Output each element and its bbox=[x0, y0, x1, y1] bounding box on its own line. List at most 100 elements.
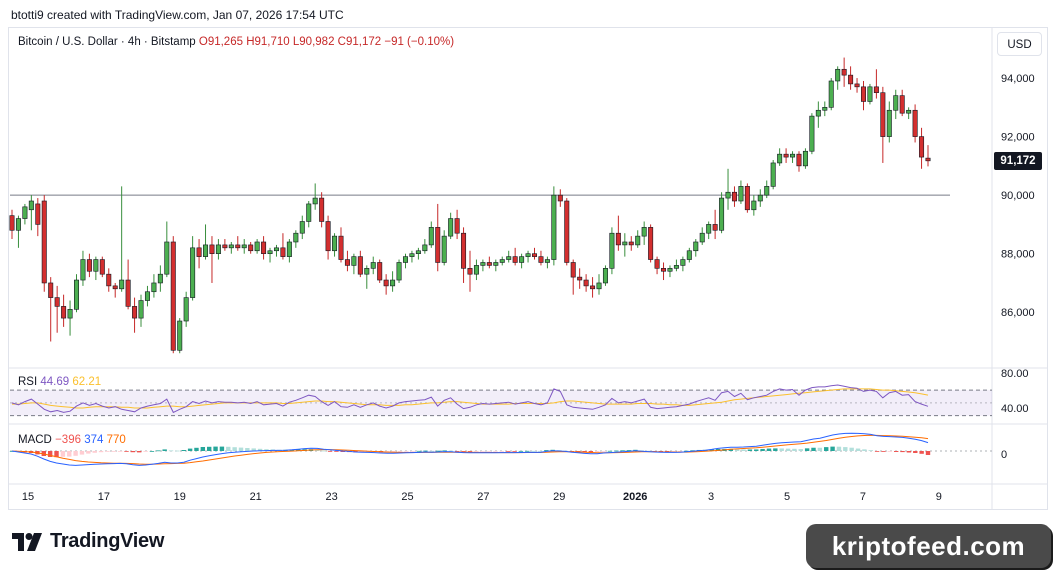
macd-histogram-bar bbox=[607, 450, 613, 452]
candle bbox=[641, 221, 647, 245]
macd-histogram-bar bbox=[200, 447, 206, 451]
candle bbox=[648, 224, 654, 263]
candle bbox=[22, 203, 28, 225]
macd-histogram-bar bbox=[486, 451, 492, 452]
candle bbox=[525, 250, 531, 263]
candle bbox=[467, 250, 473, 292]
price-tick-label: 92,000 bbox=[1001, 132, 1035, 144]
candle bbox=[267, 247, 273, 263]
candle bbox=[254, 239, 260, 254]
candle bbox=[9, 209, 15, 240]
time-tick-label: 17 bbox=[98, 491, 110, 503]
ohlc-close: C91,172 bbox=[337, 36, 382, 48]
macd-signal-value: 770 bbox=[106, 434, 126, 446]
macd-histogram-bar bbox=[919, 451, 924, 454]
symbol-name: Bitcoin / U.S. Dollar · 4h · Bitstamp bbox=[18, 36, 196, 48]
price-tick-label: 94,000 bbox=[1001, 73, 1035, 85]
candle bbox=[628, 236, 634, 251]
rsi-label: RSI bbox=[18, 376, 38, 388]
macd-histogram-bar bbox=[54, 451, 59, 458]
candle bbox=[222, 239, 228, 251]
watermark-badge bbox=[806, 524, 1051, 568]
time-tick-label: 2026 bbox=[623, 491, 647, 503]
macd-histogram-bar bbox=[671, 451, 676, 452]
candle bbox=[67, 300, 73, 336]
candle bbox=[106, 268, 112, 292]
candle bbox=[132, 297, 138, 333]
candle bbox=[190, 236, 196, 301]
candle bbox=[828, 78, 834, 111]
macd-histogram-bar bbox=[658, 451, 664, 452]
rsi-ma-line bbox=[12, 388, 929, 409]
candle bbox=[209, 236, 215, 283]
tradingview-logo[interactable]: TradingView bbox=[12, 530, 164, 553]
macd-tick-0: 0 bbox=[1001, 449, 1007, 461]
candle bbox=[319, 192, 325, 228]
macd-histogram-bar bbox=[92, 451, 97, 453]
macd-histogram-bar bbox=[149, 451, 155, 452]
candle bbox=[809, 113, 815, 155]
rsi-ma-value: 62.21 bbox=[72, 376, 102, 388]
candle bbox=[338, 227, 344, 263]
candle bbox=[680, 256, 686, 272]
candle bbox=[409, 250, 415, 263]
candle bbox=[570, 259, 576, 295]
time-tick-label: 27 bbox=[477, 491, 489, 503]
macd-histogram-bar bbox=[321, 450, 326, 452]
candle bbox=[28, 195, 34, 231]
macd-histogram-bar bbox=[251, 448, 256, 451]
macd-histogram-bar bbox=[677, 451, 683, 452]
candle bbox=[332, 233, 338, 257]
macd-histogram-bar bbox=[79, 451, 85, 455]
candle bbox=[622, 233, 628, 257]
candle bbox=[802, 148, 808, 169]
macd-histogram-bar bbox=[334, 451, 339, 452]
rsi-value: 44.69 bbox=[40, 376, 70, 388]
macd-histogram-bar bbox=[913, 451, 918, 453]
macd-legend[interactable]: MACD −396 374 770 bbox=[18, 434, 126, 446]
candle bbox=[796, 151, 802, 172]
watermark-text: kriptofeed.com bbox=[831, 531, 1026, 561]
macd-histogram-bar bbox=[824, 447, 829, 451]
candle bbox=[615, 215, 621, 251]
candle bbox=[112, 282, 118, 298]
candle bbox=[764, 180, 770, 199]
candle bbox=[377, 259, 383, 283]
candle bbox=[706, 221, 712, 240]
currency-button[interactable]: USD bbox=[997, 32, 1042, 56]
candle bbox=[357, 250, 363, 278]
candle bbox=[519, 253, 525, 269]
candle bbox=[54, 285, 60, 333]
candle bbox=[125, 259, 131, 310]
macd-histogram-bar bbox=[626, 450, 632, 451]
candle bbox=[177, 318, 183, 354]
candle bbox=[867, 83, 873, 105]
candle bbox=[48, 277, 54, 342]
candle bbox=[241, 239, 247, 254]
macd-histogram-bar bbox=[461, 451, 466, 452]
candle bbox=[93, 256, 99, 281]
macd-histogram-bar bbox=[429, 450, 435, 452]
candle bbox=[538, 250, 544, 266]
candle bbox=[35, 198, 41, 237]
chart-frame bbox=[8, 27, 1048, 510]
candle bbox=[841, 57, 847, 87]
candle bbox=[151, 274, 157, 298]
candle bbox=[15, 215, 21, 248]
time-tick-label: 15 bbox=[22, 491, 34, 503]
candle bbox=[422, 239, 428, 254]
candle bbox=[273, 244, 279, 257]
symbol-legend[interactable]: Bitcoin / U.S. Dollar · 4h · Bitstamp O9… bbox=[18, 36, 454, 48]
candle bbox=[596, 274, 602, 295]
candle bbox=[312, 183, 318, 210]
candle bbox=[699, 227, 705, 245]
rsi-legend[interactable]: RSI 44.69 62.21 bbox=[18, 376, 101, 388]
macd-histogram-bar bbox=[340, 451, 345, 452]
candle bbox=[493, 259, 499, 272]
candle bbox=[486, 256, 492, 269]
macd-histogram-bar bbox=[168, 450, 174, 452]
candle bbox=[435, 203, 441, 272]
candle bbox=[215, 239, 221, 260]
time-tick-label: 5 bbox=[784, 491, 790, 503]
